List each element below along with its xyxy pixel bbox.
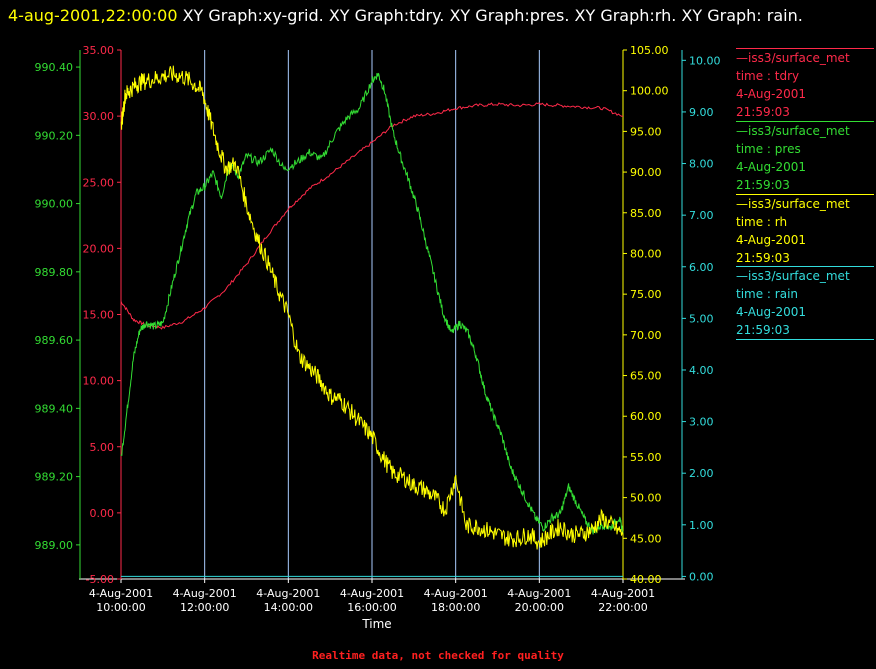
legend-entry-pres: —iss3/surface_met time : pres 4-Aug-2001… (736, 121, 874, 194)
x-tick-label-date: 4-Aug-2001 (591, 587, 655, 600)
y-tick-label-rh: 65.00 (630, 370, 662, 383)
legend-time: 21:59:03 (736, 105, 790, 119)
x-tick-label-time: 12:00:00 (180, 601, 229, 614)
y-tick-label-tdry: 35.00 (83, 44, 115, 57)
header-title: 4-aug-2001,22:00:00 XY Graph:xy-grid. XY… (8, 2, 868, 29)
y-tick-label-rain: 2.00 (689, 467, 714, 480)
x-tick-label-time: 18:00:00 (431, 601, 480, 614)
y-tick-label-rain: 7.00 (689, 209, 714, 222)
x-tick-label-date: 4-Aug-2001 (173, 587, 237, 600)
quality-note: Realtime data, not checked for quality (312, 649, 564, 662)
y-tick-label-tdry: 25.00 (83, 176, 115, 189)
y-tick-label-rh: 95.00 (630, 125, 662, 138)
axes: 4-Aug-200110:00:004-Aug-200112:00:004-Au… (35, 44, 721, 614)
header-graph-list: XY Graph:xy-grid. XY Graph:tdry. XY Grap… (177, 6, 803, 25)
legend-date: 4-Aug-2001 (736, 160, 807, 174)
y-tick-label-rain: 8.00 (689, 158, 714, 171)
x-tick-label-date: 4-Aug-2001 (424, 587, 488, 600)
legend-source: —iss3/surface_met (736, 269, 850, 283)
y-tick-label-tdry: 0.00 (90, 507, 115, 520)
legend-source: —iss3/surface_met (736, 124, 850, 138)
legend-variable: time : rh (736, 215, 788, 229)
legend-entry-rain: —iss3/surface_met time : rain 4-Aug-2001… (736, 266, 874, 340)
y-tick-label-rain: 6.00 (689, 261, 714, 274)
y-tick-label-rh: 45.00 (630, 532, 662, 545)
y-tick-label-rh: 50.00 (630, 492, 662, 505)
legend-time: 21:59:03 (736, 251, 790, 265)
grid (204, 50, 540, 579)
y-tick-label-rh: 100.00 (630, 85, 669, 98)
y-tick-label-rh: 60.00 (630, 410, 662, 423)
y-tick-label-pres: 989.60 (35, 334, 74, 347)
y-tick-label-tdry: 10.00 (83, 375, 115, 388)
y-tick-label-rh: 55.00 (630, 451, 662, 464)
legend-entry-tdry: —iss3/surface_met time : tdry 4-Aug-2001… (736, 48, 874, 121)
y-tick-label-pres: 989.80 (35, 266, 74, 279)
x-tick-label-date: 4-Aug-2001 (89, 587, 153, 600)
x-tick-label-date: 4-Aug-2001 (507, 587, 571, 600)
y-tick-label-pres: 989.40 (35, 402, 74, 415)
legend-date: 4-Aug-2001 (736, 305, 807, 319)
header-timestamp: 4-aug-2001,22:00:00 (8, 6, 178, 25)
x-tick-label-date: 4-Aug-2001 (340, 587, 404, 600)
legend-variable: time : pres (736, 142, 801, 156)
y-tick-label-rain: 0.00 (689, 570, 714, 583)
y-tick-label-pres: 989.20 (35, 471, 74, 484)
legend-source: —iss3/surface_met (736, 51, 850, 65)
x-axis-label: Time (361, 617, 391, 631)
y-tick-label-tdry: 15.00 (83, 309, 115, 322)
y-tick-label-rain: 3.00 (689, 416, 714, 429)
y-tick-label-pres: 990.40 (35, 61, 74, 74)
y-tick-label-tdry: -5.00 (86, 573, 114, 586)
y-tick-label-rh: 105.00 (630, 44, 669, 57)
legend-date: 4-Aug-2001 (736, 233, 807, 247)
x-tick-label-time: 14:00:00 (264, 601, 313, 614)
y-tick-label-rh: 85.00 (630, 207, 662, 220)
y-tick-label-tdry: 5.00 (90, 441, 115, 454)
y-tick-label-rh: 70.00 (630, 329, 662, 342)
legend-variable: time : tdry (736, 69, 800, 83)
x-tick-label-time: 22:00:00 (598, 601, 647, 614)
y-tick-label-rh: 75.00 (630, 288, 662, 301)
y-tick-label-rain: 10.00 (689, 54, 721, 67)
x-tick-label-time: 20:00:00 (515, 601, 564, 614)
series-line-tdry (120, 102, 624, 330)
legend-variable: time : rain (736, 287, 799, 301)
y-tick-label-rh: 90.00 (630, 166, 662, 179)
y-tick-label-pres: 990.20 (35, 129, 74, 142)
x-tick-label-time: 16:00:00 (347, 601, 396, 614)
y-tick-label-rain: 5.00 (689, 312, 714, 325)
y-tick-label-rain: 9.00 (689, 106, 714, 119)
y-tick-label-rh: 40.00 (630, 573, 662, 586)
y-tick-label-pres: 989.00 (35, 539, 74, 552)
x-tick-label-date: 4-Aug-2001 (256, 587, 320, 600)
legend-date: 4-Aug-2001 (736, 87, 807, 101)
series-line-pres (120, 72, 624, 535)
legend-entry-rh: —iss3/surface_met time : rh 4-Aug-2001 2… (736, 194, 874, 267)
y-tick-label-tdry: 30.00 (83, 110, 115, 123)
legend-time: 21:59:03 (736, 178, 790, 192)
x-tick-label-time: 10:00:00 (96, 601, 145, 614)
legend-source: —iss3/surface_met (736, 197, 850, 211)
y-tick-label-rh: 80.00 (630, 247, 662, 260)
y-tick-label-pres: 990.00 (35, 198, 74, 211)
series (120, 65, 624, 577)
series-line-rh (120, 65, 624, 550)
legend-time: 21:59:03 (736, 323, 790, 337)
y-tick-label-rain: 1.00 (689, 519, 714, 532)
y-tick-label-rain: 4.00 (689, 364, 714, 377)
y-tick-label-tdry: 20.00 (83, 242, 115, 255)
